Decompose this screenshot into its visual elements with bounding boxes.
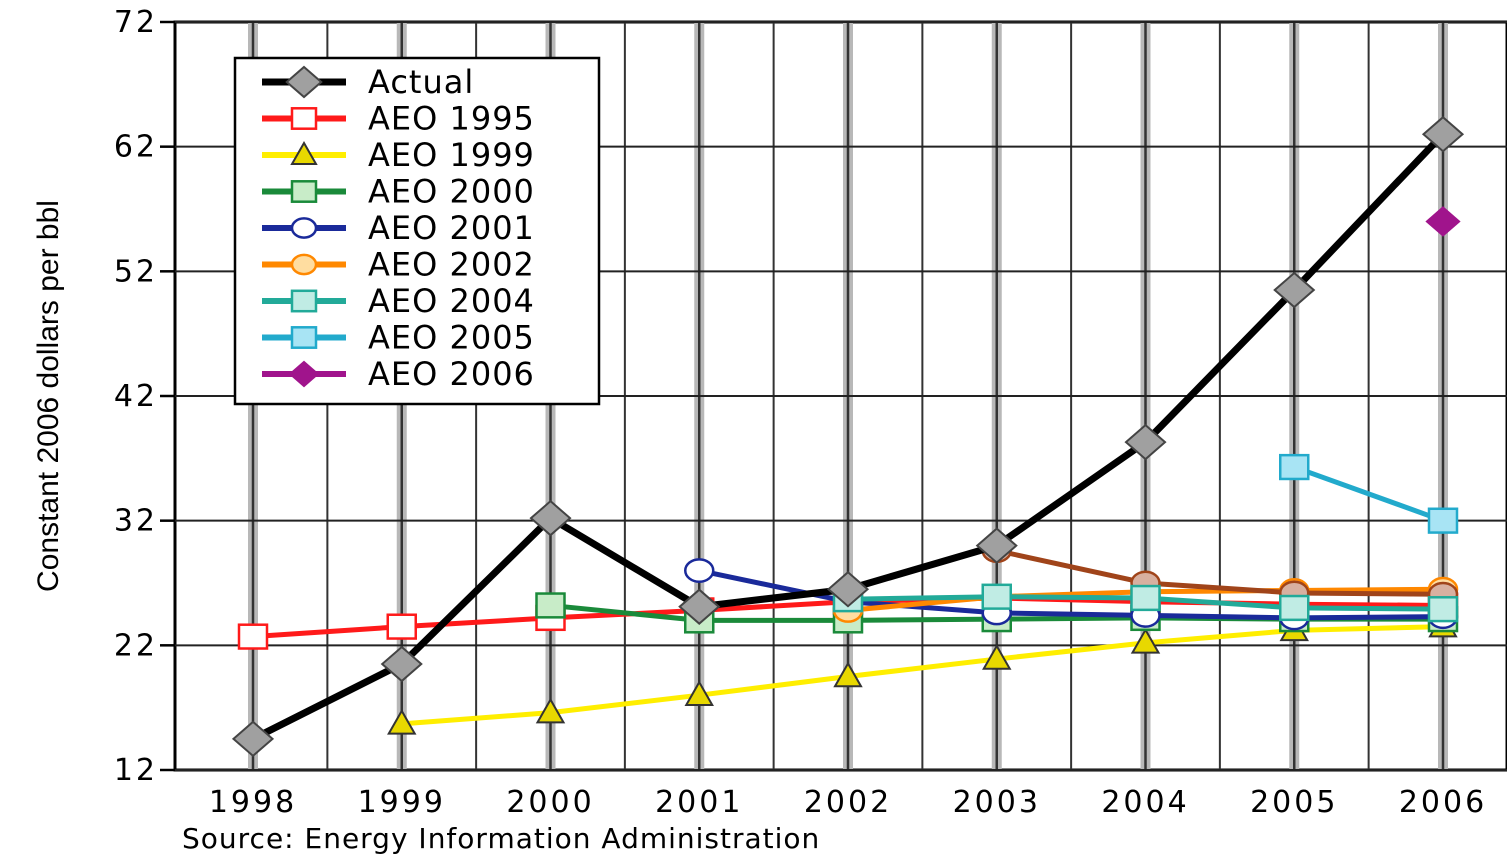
legend-item: AEO 2005 [262,319,535,357]
x-tick-label: 2002 [804,785,892,820]
series-aeo-2006-marker [1425,206,1461,237]
data-point [387,708,417,735]
data-point [1427,596,1459,623]
legend-item: Actual [262,63,474,101]
series-line [698,568,1444,621]
legend-item: AEO 1995 [262,100,535,138]
x-tick-label: 1998 [209,785,297,820]
data-point [684,558,715,583]
data-point [231,720,275,758]
legend-swatch-marker [290,289,318,313]
data-point [826,570,870,608]
data-point [535,697,566,724]
data-point [529,499,572,537]
y-axis-label: Constant 2006 dollars per bbl [32,200,65,592]
data-point [1273,271,1316,309]
data-point [975,527,1018,564]
legend-label: AEO 1999 [368,136,535,174]
legend-swatch-marker [290,140,318,165]
x-tick-label: 2000 [506,785,594,820]
legend-label: AEO 1995 [368,100,535,138]
legend-label: AEO 2004 [368,282,535,320]
series-line [1293,464,1444,524]
legend-swatch-marker [290,180,318,203]
y-tick-label: 52 [114,254,158,289]
data-point [1421,115,1465,153]
source-note: Source: Energy Information Administratio… [182,822,820,855]
data-point [237,623,269,650]
legend-swatch-marker [288,360,320,388]
y-axis-ticks: 12 22 32 42 52 62 72 [114,5,175,788]
data-point [678,588,721,626]
legend-swatch-marker [285,65,323,99]
y-tick-label: 22 [114,628,158,663]
data-point [833,661,863,688]
legend-item: AEO 2001 [262,209,535,247]
legend-swatch-marker [290,107,318,130]
series-actual [231,115,1465,758]
legend-item: AEO 2004 [262,282,535,320]
x-tick-label: 2006 [1399,785,1487,820]
data-point [1124,423,1167,461]
series-aeo-2006 [1279,453,1459,534]
data-point [981,583,1012,610]
y-tick-label: 42 [114,379,158,414]
x-tick-label: 1999 [358,785,446,820]
data-point [1130,584,1161,612]
data-point [386,613,417,640]
x-tick-label: 2004 [1101,785,1189,820]
series-line [996,548,1444,597]
data-point [535,592,566,619]
legend-label: Actual [368,63,474,101]
legend-item: AEO 2006 [262,355,535,393]
x-tick-label: 2001 [655,785,743,820]
legend-label: AEO 2005 [368,319,535,357]
x-tick-label: 2005 [1250,785,1338,820]
data-point [1130,627,1161,654]
data-point [982,644,1012,670]
data-point [1279,453,1310,481]
legend-label: AEO 2000 [368,173,535,211]
y-tick-label: 62 [114,130,158,165]
series-group [231,115,1465,758]
y-tick-label: 72 [114,5,158,40]
legend-label: AEO 2002 [368,246,535,284]
legend-label: AEO 2006 [368,355,535,393]
legend-swatch-marker [290,253,318,276]
legend-item: AEO 2000 [262,173,535,211]
data-point [1425,206,1461,237]
legend-swatch-marker [290,217,318,239]
legend-label: AEO 2001 [368,209,535,247]
y-tick-label: 12 [114,753,158,788]
x-axis-ticks: 1998 1999 2000 2001 2002 2003 2004 2005 2006 [209,785,1487,820]
y-tick-label: 32 [114,504,158,539]
legend-item: AEO 1999 [262,136,535,174]
data-point [1279,594,1310,622]
data-point [684,680,714,706]
data-point [1427,507,1459,534]
legend-item: AEO 2002 [262,246,535,284]
x-tick-label: 2003 [953,785,1041,820]
legend-swatch-marker [290,326,318,349]
series-line [401,624,1444,727]
data-point [380,645,423,683]
